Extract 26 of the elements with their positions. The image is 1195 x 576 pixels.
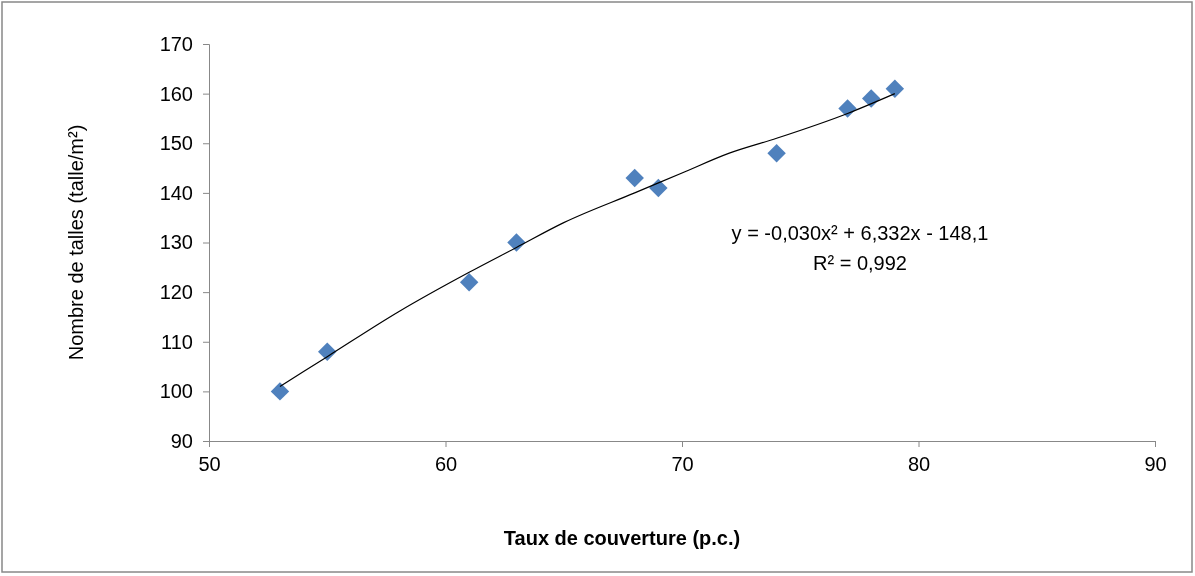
y-tick-label: 130	[159, 231, 193, 254]
x-axis-title: Taux de couverture (p.c.)	[503, 527, 741, 549]
y-tick-label: 170	[159, 32, 193, 55]
x-tick-label: 80	[907, 453, 931, 476]
y-tick-label: 120	[159, 281, 193, 304]
point	[767, 143, 786, 163]
x-tick-label: 90	[1144, 453, 1167, 476]
point	[838, 99, 857, 118]
x-tick-label: 60	[434, 453, 458, 476]
point	[507, 233, 526, 252]
x-tick-label: 50	[198, 453, 221, 476]
y-tick-label: 150	[159, 132, 193, 155]
y-axis-title: Nombre de talles (talle/m²)	[65, 124, 87, 361]
y-tick-label: 110	[161, 330, 193, 353]
y-tick-label: 160	[159, 82, 193, 105]
y-tick-label: 90	[170, 429, 193, 452]
point	[459, 272, 479, 292]
annotation: R² = 0,992	[813, 252, 907, 274]
y-tick-label: 140	[159, 181, 193, 204]
x-tick-label: 70	[671, 453, 694, 476]
point	[885, 79, 905, 98]
point	[270, 382, 290, 401]
point	[318, 342, 337, 361]
point	[625, 168, 644, 188]
annotation: y = -0,030x² + 6,332x - 148,1	[731, 222, 989, 244]
y-tick-label: 100	[159, 380, 193, 403]
